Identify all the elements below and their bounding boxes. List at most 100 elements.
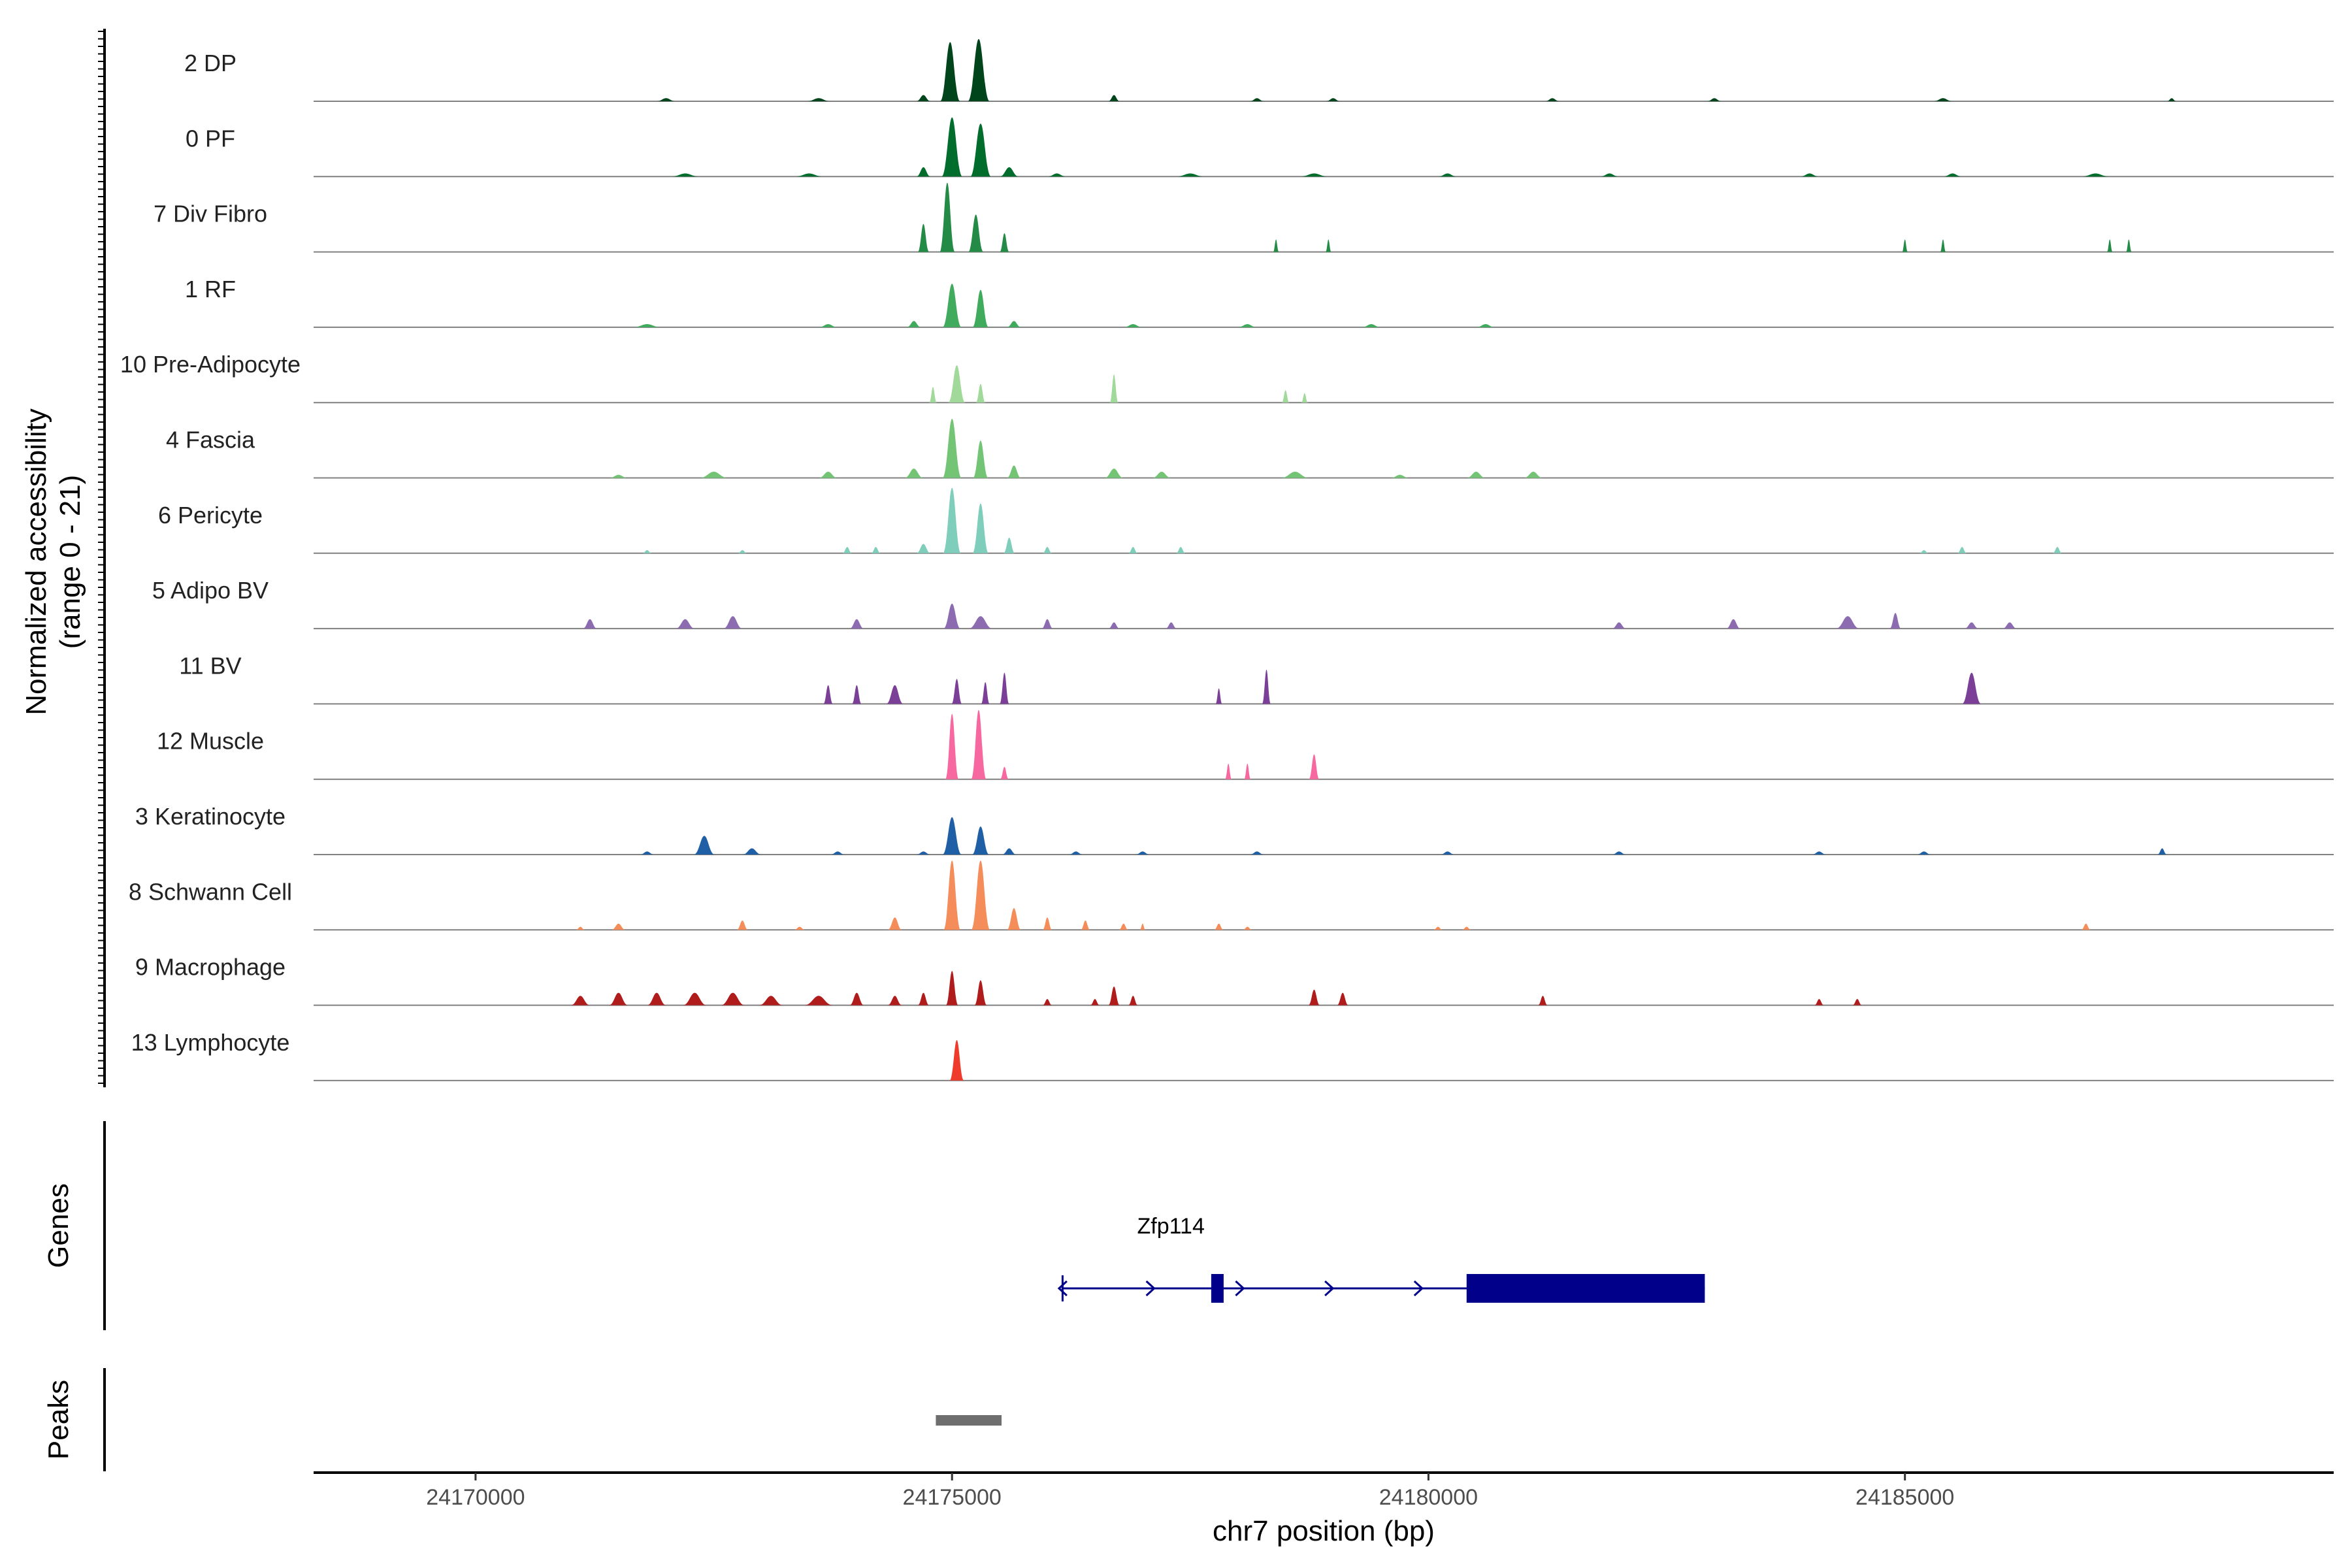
- coverage-peak: [1612, 851, 1627, 855]
- x-tick-label: 24175000: [903, 1485, 1002, 1510]
- coverage-peak: [1250, 851, 1264, 855]
- coverage-peak: [942, 419, 962, 478]
- coverage-peak: [1308, 989, 1320, 1005]
- coverage-peak: [640, 851, 655, 855]
- coverage-peak: [2106, 239, 2113, 252]
- coverage-peak: [887, 996, 902, 1005]
- x-tick-label: 24180000: [1379, 1485, 1478, 1510]
- coverage-peak: [1964, 622, 1979, 629]
- track-10: 12 Muscle: [157, 710, 2334, 780]
- coverage-peak: [1123, 324, 1143, 327]
- coverage-peak: [742, 848, 762, 855]
- strand-arrow: [1235, 1280, 1245, 1297]
- track-label: 11 BV: [179, 652, 241, 679]
- coverage-peak: [823, 685, 833, 704]
- coverage-peak: [943, 487, 961, 553]
- coverage-peak: [1007, 321, 1021, 327]
- track-label: 8 Schwann Cell: [129, 878, 292, 905]
- coverage-peak: [794, 926, 806, 930]
- coverage-peak: [871, 547, 881, 553]
- coverage-peak: [1000, 766, 1009, 779]
- coverage-peak: [916, 544, 931, 553]
- coverage-peak: [1433, 926, 1443, 930]
- coverage-peak: [942, 817, 962, 855]
- coverage-peak: [1000, 233, 1009, 252]
- coverage-peak: [736, 921, 749, 930]
- coverage-peak: [1243, 926, 1252, 930]
- coverage-peak: [819, 472, 838, 478]
- coverage-peak: [1612, 622, 1627, 629]
- coverage-peak: [609, 992, 629, 1005]
- coverage-peak: [1707, 98, 1722, 101]
- peak-region: [936, 1415, 1002, 1426]
- coverage-peak: [941, 117, 963, 177]
- coverage-peak: [1152, 472, 1171, 478]
- coverage-peak: [670, 173, 700, 177]
- coverage-peak: [1041, 619, 1053, 629]
- coverage-peak: [951, 679, 962, 704]
- coverage-peak: [1889, 613, 1901, 629]
- gene-models: Zfp114: [1057, 1214, 1705, 1303]
- x-tick-label: 24185000: [1855, 1485, 1954, 1510]
- track-label: 6 Pericyte: [158, 502, 263, 529]
- gene-label: Zfp114: [1137, 1214, 1205, 1239]
- track-13: 9 Macrophage: [135, 954, 2334, 1006]
- coverage-peak: [1237, 324, 1257, 327]
- track-label: 7 Div Fibro: [154, 201, 267, 227]
- coverage-peak: [1524, 472, 1543, 478]
- coverage-peak: [849, 619, 864, 629]
- y-axis-title-line2: (range 0 - 21): [54, 475, 86, 649]
- coverage-peak: [1225, 763, 1232, 779]
- coverage-peak: [1000, 167, 1019, 177]
- coverage-peak: [1325, 239, 1331, 252]
- coverage-peak: [939, 182, 955, 252]
- coverage-peak: [949, 1040, 964, 1081]
- coverage-peak: [611, 923, 626, 930]
- coverage-peak: [974, 980, 987, 1005]
- coverage-peak: [1943, 173, 1963, 177]
- coverage-peak: [759, 996, 783, 1005]
- peaks-panel-title: Peaks: [42, 1380, 74, 1460]
- coverage-peak: [693, 836, 715, 855]
- coverage-peak: [1281, 390, 1290, 403]
- coverage-peak: [1814, 999, 1824, 1005]
- coverage-peak: [981, 682, 990, 704]
- y-axis-title: Normalized accessibility (range 0 - 21): [20, 408, 86, 715]
- x-ticks: 24170000 24175000 24180000 24185000: [426, 1473, 1954, 1510]
- coverage-peak: [917, 223, 930, 252]
- x-tick-label: 24170000: [426, 1485, 525, 1510]
- coverage-peak: [1362, 324, 1381, 327]
- x-axis: 24170000 24175000 24180000 24185000 chr7 po…: [314, 1471, 2334, 1547]
- coverage-peak: [723, 616, 743, 629]
- coverage-peak: [1108, 95, 1120, 101]
- coverage-peak: [1081, 921, 1090, 930]
- coverage-peak: [849, 992, 864, 1005]
- track-label: 9 Macrophage: [135, 954, 286, 981]
- coverage-peak: [942, 284, 962, 327]
- coverage-peak: [852, 685, 862, 704]
- track-11: 3 Keratinocyte: [135, 803, 2334, 855]
- track-label: 1 RF: [185, 276, 236, 302]
- coverage-peak: [1214, 923, 1224, 930]
- coverage-peak: [1215, 688, 1222, 704]
- coverage-peak: [1919, 550, 1929, 553]
- coverage-peak: [1337, 992, 1348, 1005]
- strand-arrow: [1057, 1280, 1068, 1297]
- coverage-peak: [1545, 98, 1560, 101]
- track-9: 11 BV: [179, 652, 2334, 705]
- coverage-peak: [940, 42, 960, 101]
- track-6: 4 Fascia: [166, 419, 2334, 479]
- track-7: 6 Pericyte: [158, 487, 2334, 554]
- coverage-peak: [1916, 851, 1931, 855]
- y-axis: [98, 29, 106, 1088]
- coverage-peak: [1281, 472, 1310, 478]
- coverage-peak: [1250, 98, 1264, 101]
- coverage-peak: [1128, 996, 1138, 1005]
- coverage-peak: [971, 860, 990, 930]
- strand-arrow: [1145, 1280, 1156, 1297]
- coverage-peak: [945, 971, 958, 1005]
- coverage-peak: [1462, 926, 1472, 930]
- coverage-peak: [1003, 538, 1015, 553]
- coverage-peak: [1440, 851, 1455, 855]
- gene-exon: [1211, 1274, 1224, 1303]
